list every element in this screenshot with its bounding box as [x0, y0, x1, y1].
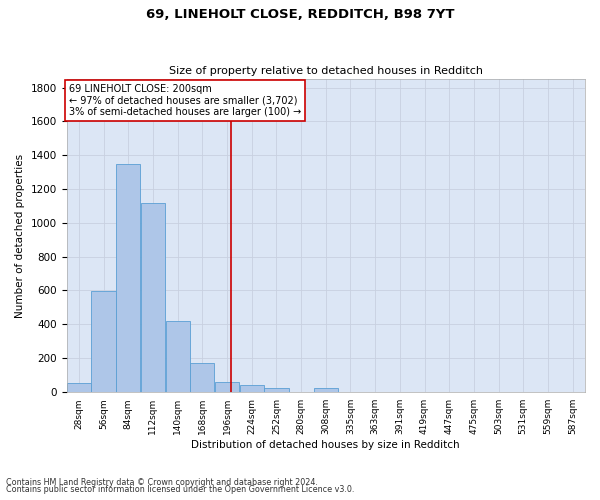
Bar	[314, 388, 338, 392]
Bar	[190, 363, 214, 392]
Text: 69 LINEHOLT CLOSE: 200sqm
← 97% of detached houses are smaller (3,702)
3% of sem: 69 LINEHOLT CLOSE: 200sqm ← 97% of detac…	[69, 84, 301, 117]
X-axis label: Distribution of detached houses by size in Redditch: Distribution of detached houses by size …	[191, 440, 460, 450]
Bar	[141, 204, 165, 392]
Bar	[116, 164, 140, 392]
Bar	[264, 388, 289, 392]
Text: Contains public sector information licensed under the Open Government Licence v3: Contains public sector information licen…	[6, 486, 355, 494]
Bar	[67, 384, 91, 392]
Bar	[215, 382, 239, 392]
Bar	[91, 291, 116, 392]
Bar	[166, 321, 190, 392]
Text: 69, LINEHOLT CLOSE, REDDITCH, B98 7YT: 69, LINEHOLT CLOSE, REDDITCH, B98 7YT	[146, 8, 454, 20]
Bar	[239, 385, 264, 392]
Title: Size of property relative to detached houses in Redditch: Size of property relative to detached ho…	[169, 66, 483, 76]
Y-axis label: Number of detached properties: Number of detached properties	[15, 154, 25, 318]
Text: Contains HM Land Registry data © Crown copyright and database right 2024.: Contains HM Land Registry data © Crown c…	[6, 478, 318, 487]
